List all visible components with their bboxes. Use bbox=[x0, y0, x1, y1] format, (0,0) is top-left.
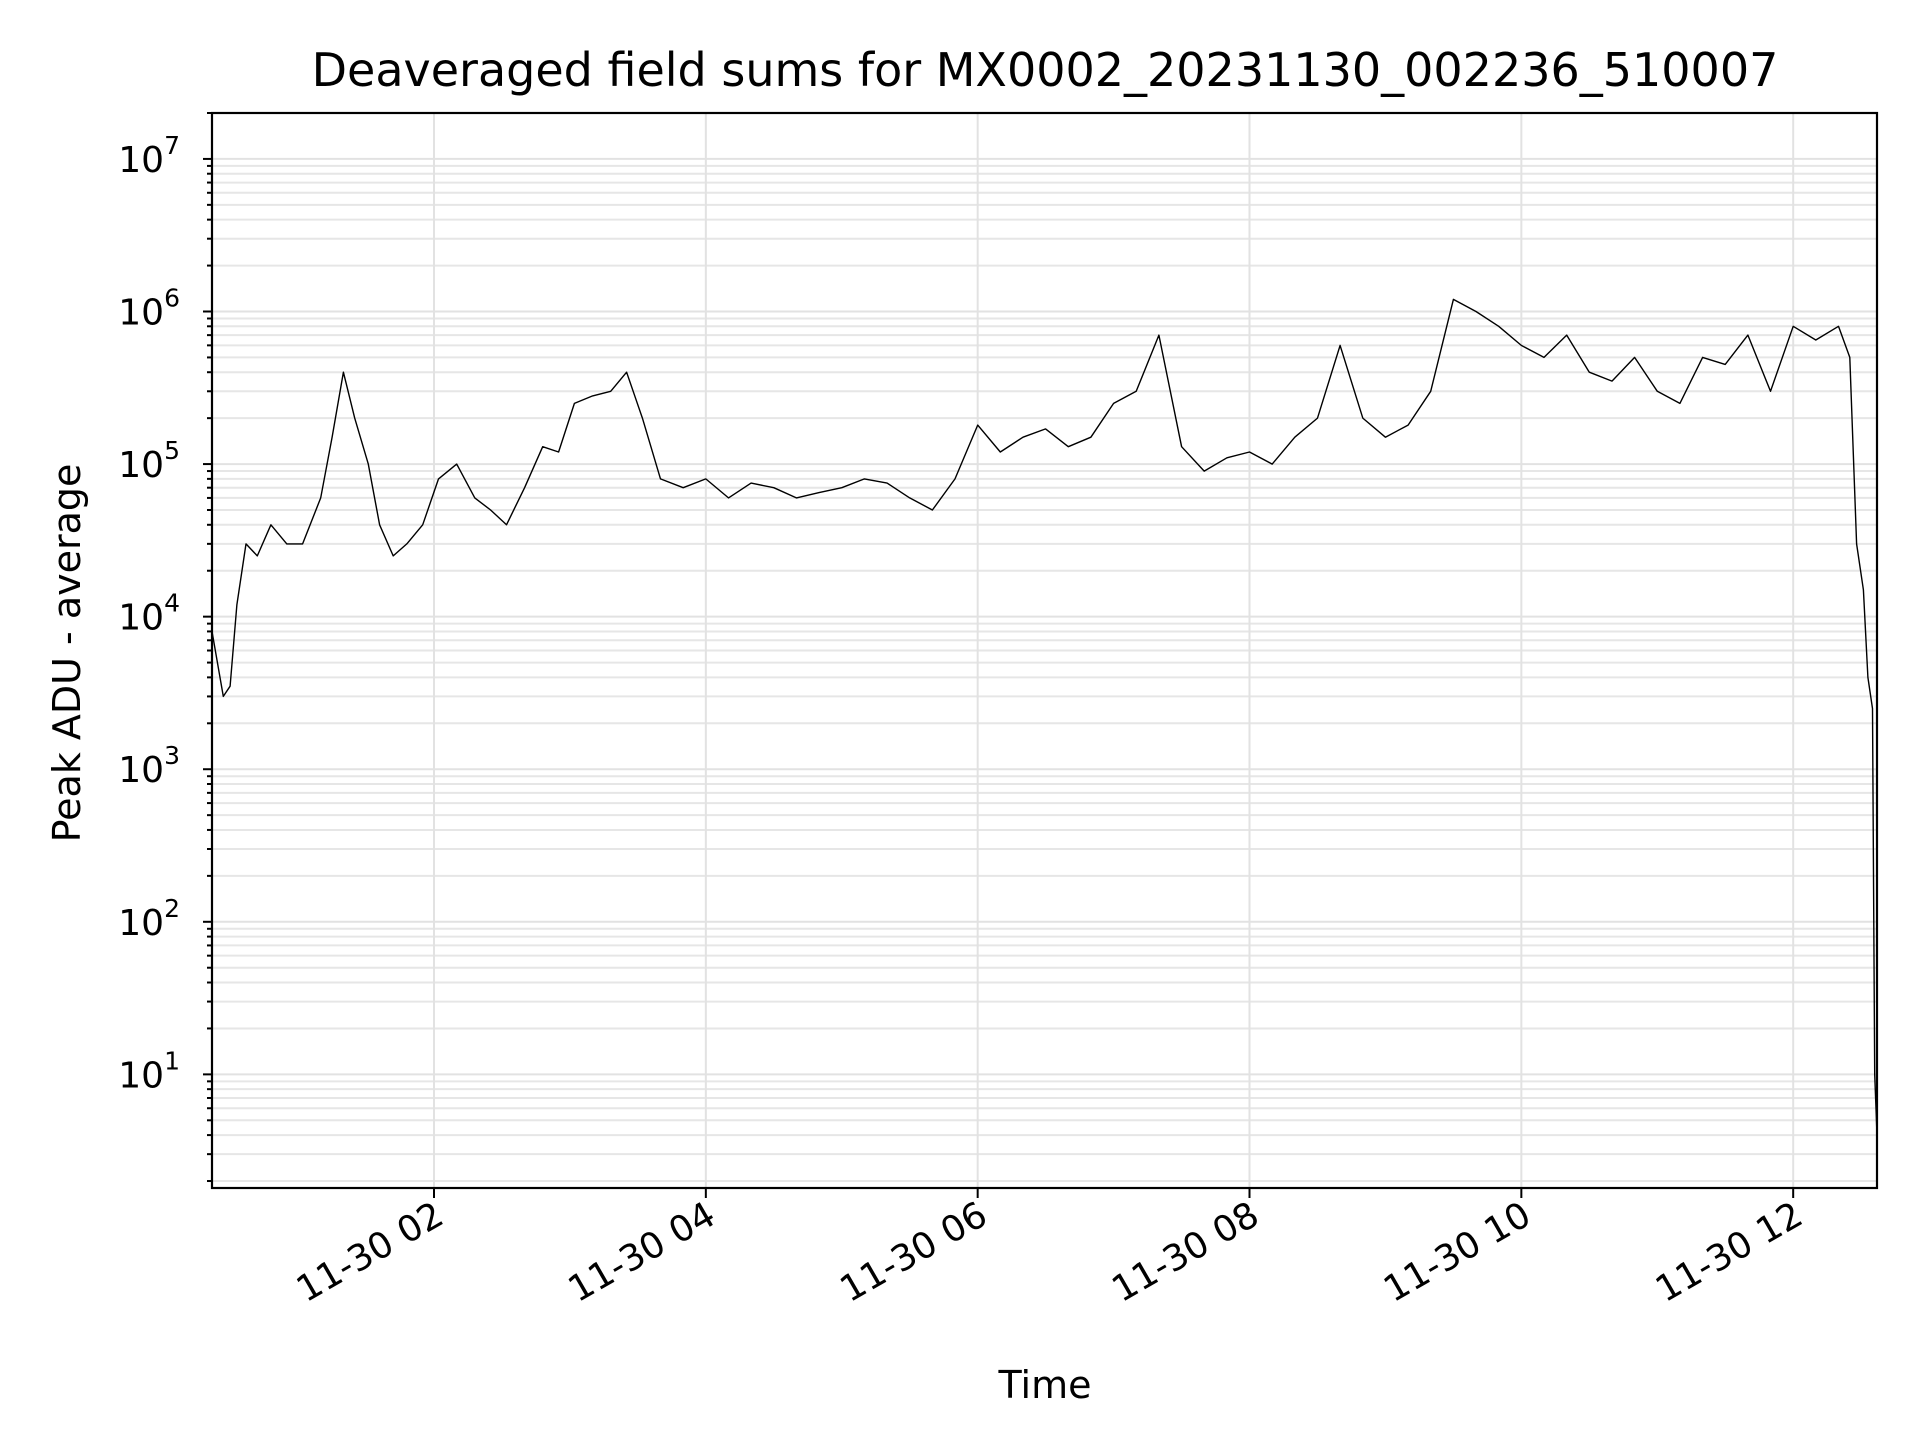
y-tick-label: 107 bbox=[118, 131, 180, 181]
x-axis-label: Time bbox=[998, 1363, 1092, 1407]
x-tick-label: 11-30 04 bbox=[562, 1194, 723, 1310]
y-axis: 101 102 103 104 105 106 107 bbox=[118, 112, 212, 1183]
series-group bbox=[211, 298, 1878, 1136]
x-tick-label: 11-30 10 bbox=[1377, 1194, 1538, 1310]
series-line bbox=[211, 298, 1878, 1136]
x-tick-label: 11-30 02 bbox=[290, 1194, 451, 1310]
y-tick-label: 102 bbox=[118, 894, 180, 944]
x-tick-label: 11-30 12 bbox=[1649, 1194, 1810, 1310]
y-axis-label: Peak ADU - average bbox=[45, 464, 89, 843]
y-tick-label: 101 bbox=[118, 1046, 180, 1096]
y-tick-label: 103 bbox=[118, 741, 180, 791]
x-tick-label: 11-30 08 bbox=[1105, 1194, 1266, 1310]
x-axis: 11-30 02 11-30 04 11-30 06 11-30 08 11-30 10… bbox=[290, 1188, 1810, 1311]
grid bbox=[212, 112, 1877, 1188]
chart-title: Deaveraged field sums for MX0002_2023113… bbox=[312, 43, 1779, 97]
x-tick-label: 11-30 06 bbox=[833, 1194, 994, 1310]
y-tick-label: 105 bbox=[118, 436, 180, 486]
y-tick-label: 104 bbox=[118, 589, 180, 639]
y-tick-label: 106 bbox=[118, 284, 180, 334]
